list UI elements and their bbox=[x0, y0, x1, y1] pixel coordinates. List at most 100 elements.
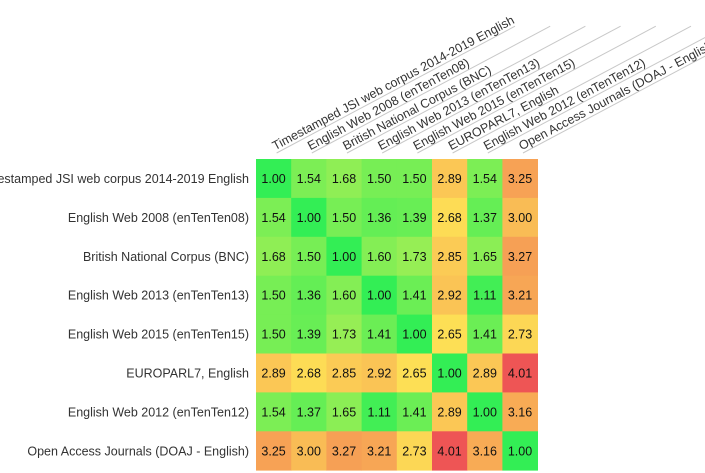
cell-value-label: 1.41 bbox=[402, 405, 426, 419]
heatmap-cell bbox=[256, 353, 292, 393]
column-label-leader bbox=[346, 25, 586, 154]
heatmap-cell bbox=[396, 236, 433, 277]
cell-value-label: 1.50 bbox=[402, 172, 426, 186]
cell-value-label: 1.39 bbox=[297, 328, 321, 342]
heatmap-cell bbox=[256, 236, 292, 277]
heatmap-cell bbox=[396, 159, 433, 199]
heatmap-cell bbox=[502, 353, 538, 393]
heatmap-cell bbox=[326, 431, 362, 471]
cell-value-label: 1.73 bbox=[402, 250, 426, 264]
cell-value-label: 1.50 bbox=[367, 172, 391, 186]
cell-value-label: 3.27 bbox=[332, 444, 356, 458]
cell-value-label: 4.01 bbox=[508, 366, 532, 380]
heatmap-cell bbox=[467, 431, 503, 471]
cell-value-label: 3.00 bbox=[508, 211, 532, 225]
heatmap-cell bbox=[256, 431, 292, 471]
column-label-leader bbox=[487, 36, 705, 154]
heatmap-cell bbox=[326, 159, 362, 199]
cell-value-label: 1.41 bbox=[473, 328, 497, 342]
heatmap-cell bbox=[396, 197, 433, 238]
heatmap-cell bbox=[467, 236, 503, 277]
column-label-leader bbox=[452, 25, 692, 154]
heatmap-cell bbox=[361, 314, 398, 354]
cell-value-label: 1.60 bbox=[332, 289, 356, 303]
cell-value-label: 3.25 bbox=[508, 172, 532, 186]
cell-value-label: 3.27 bbox=[508, 250, 532, 264]
column-label-leader bbox=[276, 25, 516, 154]
cell-value-label: 4.01 bbox=[437, 444, 461, 458]
column-label-leader bbox=[311, 25, 551, 154]
heatmap-cell bbox=[291, 314, 327, 354]
row-label: Timestamped JSI web corpus 2014-2019 Eng… bbox=[0, 172, 249, 186]
heatmap-cell bbox=[256, 159, 292, 199]
cell-value-label: 2.68 bbox=[437, 211, 461, 225]
cell-value-label: 3.21 bbox=[367, 444, 391, 458]
cell-value-label: 1.54 bbox=[297, 172, 321, 186]
cell-value-label: 1.00 bbox=[297, 211, 321, 225]
heatmap-cell bbox=[502, 236, 538, 277]
cell-value-label: 1.36 bbox=[297, 289, 321, 303]
heatmap-cell bbox=[432, 159, 468, 199]
cell-value-label: 2.73 bbox=[402, 444, 426, 458]
heatmap-cell bbox=[502, 431, 538, 471]
column-label-leader bbox=[522, 55, 705, 154]
cell-value-label: 1.11 bbox=[367, 405, 390, 419]
cell-value-label: 1.50 bbox=[261, 289, 285, 303]
cell-value-label: 3.16 bbox=[473, 444, 497, 458]
cell-value-label: 1.00 bbox=[508, 444, 532, 458]
heatmap-cell bbox=[291, 392, 327, 432]
cell-value-label: 2.68 bbox=[297, 366, 321, 380]
heatmap-cell bbox=[256, 392, 292, 432]
cell-value-label: 2.85 bbox=[332, 366, 356, 380]
heatmap-cell bbox=[291, 197, 327, 238]
heatmap-cell bbox=[432, 236, 468, 277]
cell-value-label: 1.00 bbox=[261, 172, 285, 186]
heatmap-cell bbox=[361, 275, 398, 315]
cell-value-label: 1.37 bbox=[297, 405, 321, 419]
row-label: English Web 2008 (enTenTen08) bbox=[68, 211, 249, 225]
heatmap-cell bbox=[396, 431, 433, 471]
row-label: English Web 2012 (enTenTen12) bbox=[68, 405, 249, 419]
cell-value-label: 3.21 bbox=[508, 289, 532, 303]
cell-value-label: 1.00 bbox=[473, 405, 497, 419]
cell-value-label: 1.50 bbox=[297, 250, 321, 264]
cell-value-label: 1.68 bbox=[332, 172, 356, 186]
column-labels: Timestamped JSI web corpus 2014-2019 Eng… bbox=[270, 13, 705, 154]
heatmap-cell bbox=[256, 197, 292, 238]
heatmap-cell bbox=[502, 314, 538, 354]
cell-value-label: 2.92 bbox=[437, 289, 461, 303]
row-label: Open Access Journals (DOAJ - English) bbox=[27, 444, 249, 458]
cell-value-label: 1.00 bbox=[367, 289, 391, 303]
heatmap-cell bbox=[291, 353, 327, 393]
cell-value-label: 1.41 bbox=[367, 328, 391, 342]
cell-value-label: 1.00 bbox=[402, 328, 426, 342]
heatmap-cell bbox=[467, 275, 503, 315]
cell-value-label: 3.25 bbox=[261, 444, 285, 458]
cell-value-label: 2.65 bbox=[402, 366, 426, 380]
heatmap-cell bbox=[467, 314, 503, 354]
heatmap-cell bbox=[502, 275, 538, 315]
cell-value-label: 1.60 bbox=[367, 250, 391, 264]
heatmap-cell bbox=[326, 236, 362, 277]
row-label: English Web 2013 (enTenTen13) bbox=[68, 289, 249, 303]
row-label: English Web 2015 (enTenTen15) bbox=[68, 328, 249, 342]
heatmap-cell bbox=[467, 353, 503, 393]
heatmap-cell bbox=[326, 392, 362, 432]
heatmap-cell bbox=[361, 353, 398, 393]
cell-value-label: 1.00 bbox=[437, 366, 461, 380]
cell-value-label: 1.54 bbox=[261, 405, 285, 419]
heatmap-cell bbox=[396, 353, 433, 393]
heatmap-cells: 1.00 1.54 1.68 1.50 1.50 2.89 1.54 3.25 1.54 1.00… bbox=[256, 159, 538, 471]
cell-value-label: 2.89 bbox=[473, 366, 497, 380]
cell-value-label: 2.89 bbox=[437, 405, 461, 419]
cell-value-label: 1.73 bbox=[332, 328, 356, 342]
heatmap-cell bbox=[326, 314, 362, 354]
row-label: EUROPARL7, English bbox=[126, 366, 249, 380]
heatmap-cell bbox=[432, 392, 468, 432]
heatmap-cell bbox=[396, 275, 433, 315]
cell-value-label: 2.73 bbox=[508, 328, 532, 342]
heatmap-cell bbox=[432, 197, 468, 238]
heatmap-cell bbox=[467, 392, 503, 432]
heatmap-cell bbox=[502, 159, 538, 199]
heatmap-cell bbox=[502, 392, 538, 432]
